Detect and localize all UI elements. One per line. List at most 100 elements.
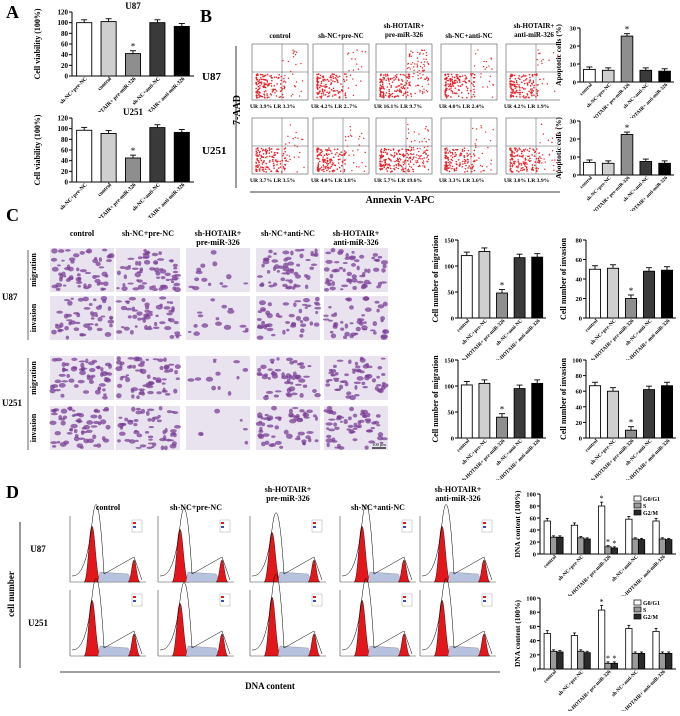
- significance-star: *: [131, 146, 136, 156]
- x-tick-label: control: [456, 438, 472, 454]
- y-tick-label: 150: [444, 238, 454, 245]
- legend-label: S: [643, 608, 647, 614]
- flow-column-label: sh-HOTAIR+: [514, 22, 555, 30]
- y-tick-label: 100: [58, 19, 69, 27]
- x-tick-label: control: [97, 182, 113, 198]
- y-axis-label: Apoptotic cells (%): [554, 117, 563, 179]
- y-tick-label: 100: [58, 125, 69, 133]
- y-tick-label: 20: [576, 420, 583, 427]
- dna-histogram: [157, 582, 234, 657]
- y-tick-label: 30: [570, 119, 577, 126]
- bar: [665, 539, 673, 555]
- micrograph-column-label: sh-NC+pre-NC: [122, 229, 174, 238]
- micrograph-row-label: invasion: [29, 303, 38, 332]
- x-tick-label: control: [580, 82, 595, 97]
- quadrant-percentages: UR 4.2% LR 1.9%: [504, 104, 550, 110]
- significance-star: *: [606, 538, 610, 547]
- bar: [496, 416, 508, 439]
- bar: [606, 267, 620, 319]
- y-tick-label: 60: [530, 516, 537, 523]
- x-tick-label: sh-NC+anti-NC: [611, 669, 640, 698]
- histogram-column-label: control: [96, 503, 121, 512]
- bar: [100, 21, 117, 77]
- bar: [606, 390, 620, 439]
- x-tick-label: sh-NC+pre-NC: [59, 76, 89, 106]
- bar: [598, 505, 606, 555]
- significance-star: *: [600, 597, 604, 606]
- dna-histogram: [249, 574, 326, 657]
- micrograph-row-label: migration: [29, 361, 38, 395]
- bar: [604, 662, 612, 670]
- bar: [570, 635, 579, 670]
- bar: [577, 650, 585, 670]
- dna-histogram: [157, 508, 234, 583]
- y-tick-label: 0: [573, 80, 576, 87]
- y-tick-label: 20: [61, 168, 69, 176]
- histogram-column-label: pre-miR-326: [266, 494, 309, 503]
- bar: [652, 520, 660, 555]
- y-tick-label: 100: [444, 384, 454, 391]
- legend-label: G0/G1: [643, 601, 660, 607]
- x-tick-label: control: [543, 554, 559, 570]
- chart-c-u251-migration: 0 50 100 150 Cell number of migration * contro…: [431, 355, 546, 480]
- histogram-column-label: sh-HOTAIR+: [435, 485, 482, 494]
- micrograph-column-label: control: [70, 229, 95, 238]
- flow-cytometry-panel: control sh-NC+pre-NC sh-HOTAIR+ pre-miR-326…: [200, 0, 563, 210]
- micrograph-image: [256, 248, 320, 292]
- chart-a-u87: 0 20 40 60 80 100 120 Cell viability (100%) U87 *…: [33, 1, 194, 112]
- legend-swatch: [633, 599, 642, 606]
- histograms-svg: control sh-NC+pre-NCsh-HOTAIR+pre-miR-326…: [6, 485, 500, 691]
- y-tick-label: 40: [576, 404, 583, 411]
- micrograph-image: [49, 406, 114, 450]
- micrograph-image: [322, 296, 390, 340]
- x-tick-label: sh-HOTAIR+ pre-miR-326: [88, 182, 137, 218]
- y-tick-label: 0: [579, 436, 582, 443]
- y-tick-label: 10: [570, 155, 577, 162]
- bar: [588, 385, 602, 439]
- y-tick-label: 0: [533, 552, 536, 559]
- histogram-y-axis-label: cell number: [6, 571, 16, 617]
- y-axis-label: Cell viability (100%): [33, 8, 42, 79]
- micrograph-image: [186, 406, 250, 450]
- legend-label: G0/G1: [643, 497, 660, 503]
- legend-label: G2/M: [643, 511, 658, 517]
- bar: [639, 161, 653, 176]
- flow-plots-svg: control sh-NC+pre-NCsh-HOTAIR+pre-miR-326…: [202, 22, 563, 206]
- significance-star: *: [500, 281, 505, 291]
- bar: [620, 134, 634, 176]
- dna-histogram: [69, 504, 146, 583]
- micrograph-cell-label: U251: [2, 398, 22, 408]
- bar: [625, 628, 633, 670]
- bar: [631, 652, 639, 670]
- micrograph-image: [323, 406, 388, 450]
- y-tick-label: 40: [61, 157, 69, 165]
- bar: [478, 250, 491, 319]
- flow-column-label: anti-miR-326: [514, 31, 554, 39]
- dna-histogram: [419, 504, 496, 583]
- y-tick-label: 0: [451, 316, 454, 323]
- y-tick-label: 20: [570, 44, 577, 51]
- micrograph-image: [256, 296, 322, 340]
- significance-star: *: [131, 42, 136, 52]
- chart-c-u87-invasion: 0 20 40 60 80 Cell number of invasion * control…: [559, 238, 676, 360]
- y-tick-label: 100: [526, 596, 536, 603]
- micrograph-column-label: sh-HOTAIR+: [333, 229, 380, 238]
- flow-y-axis-label: 7-AAD: [232, 95, 243, 125]
- bar: [610, 662, 618, 670]
- dna-histogram: [249, 512, 326, 583]
- bar: [620, 35, 634, 83]
- y-tick-label: 100: [444, 264, 454, 271]
- y-tick-label: 80: [576, 238, 583, 245]
- bar: [637, 539, 646, 555]
- cell-cycle-histograms: control sh-NC+pre-NC sh-HOTAIR+ pre-miR-326…: [0, 482, 500, 711]
- bar: [588, 268, 602, 319]
- quadrant-percentages: UR 3.3% LR 3.6%: [439, 178, 485, 184]
- bar: [543, 520, 551, 555]
- y-tick-label: 0: [533, 667, 536, 674]
- bar: [496, 292, 508, 319]
- x-tick-label: sh-NC+pre-NC: [557, 669, 585, 697]
- bar: [100, 133, 117, 183]
- x-tick-label: control: [543, 669, 559, 685]
